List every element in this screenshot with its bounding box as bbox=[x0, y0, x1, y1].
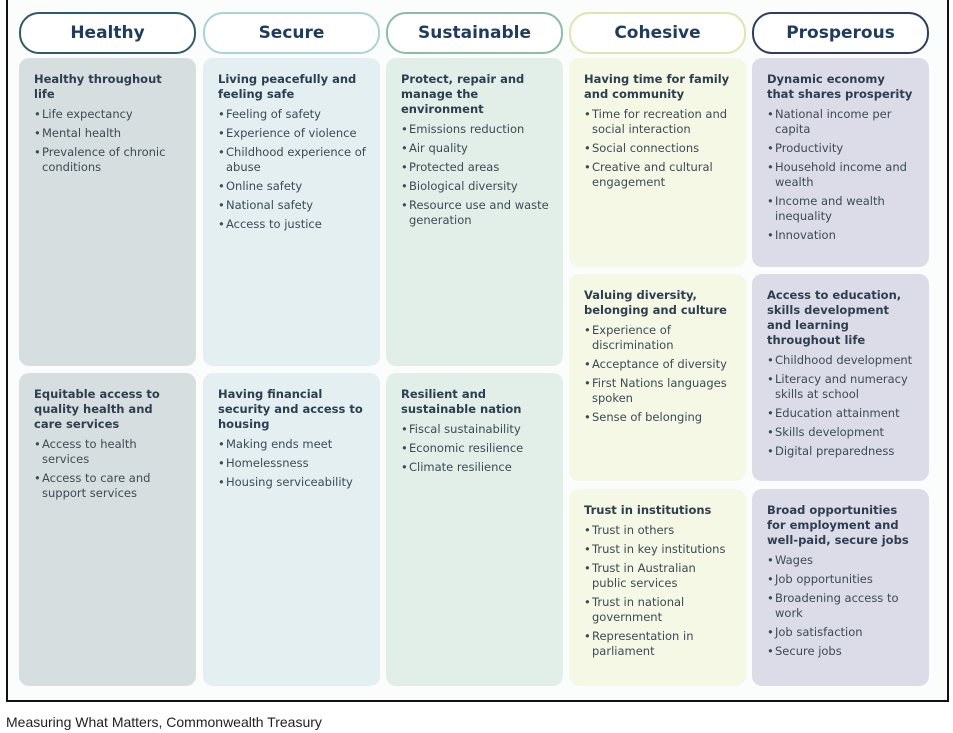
indicator-item: Wages bbox=[767, 553, 915, 568]
indicator-item: Time for recreation and social interacti… bbox=[584, 107, 732, 137]
indicator-item: Climate resilience bbox=[401, 460, 549, 475]
indicator-item: Secure jobs bbox=[767, 644, 915, 659]
indicator-item: Broadening access to work bbox=[767, 591, 915, 621]
column-header-cohesive: Cohesive bbox=[569, 12, 746, 54]
indicator-item: Skills development bbox=[767, 425, 915, 440]
indicator-item: Homelessness bbox=[218, 456, 366, 471]
card-title: Broad opportunities for employment and w… bbox=[767, 503, 909, 547]
indicator-list: Childhood development Literacy and numera… bbox=[767, 353, 915, 459]
indicator-item: Childhood development bbox=[767, 353, 915, 368]
indicator-item: National income per capita bbox=[767, 107, 915, 137]
indicator-item: Sense of belonging bbox=[584, 410, 732, 425]
indicator-item: Trust in Australian public services bbox=[584, 561, 732, 591]
indicator-item: Acceptance of diversity bbox=[584, 357, 732, 372]
indicator-item: Innovation bbox=[767, 228, 915, 243]
card-title: Having time for family and community bbox=[584, 72, 730, 101]
indicator-item: Air quality bbox=[401, 141, 549, 156]
indicator-item: Life expectancy bbox=[34, 107, 182, 122]
card-title: Dynamic economy that shares prosperity bbox=[767, 72, 913, 101]
card-title: Living peacefully and feeling safe bbox=[218, 72, 357, 101]
card-title: Protect, repair and manage the environme… bbox=[401, 72, 525, 116]
card-title: Access to education, skills development … bbox=[767, 288, 902, 347]
indicator-item: Fiscal sustainability bbox=[401, 422, 549, 437]
indicator-item: Childhood experience of abuse bbox=[218, 145, 366, 175]
indicator-item: Productivity bbox=[767, 141, 915, 156]
indicator-item: Access to care and support services bbox=[34, 471, 182, 501]
indicator-list: Wages Job opportunities Broadening access … bbox=[767, 553, 915, 659]
domain-card: Protect, repair and manage the environme… bbox=[386, 58, 563, 366]
indicator-list: Feeling of safety Experience of violence C… bbox=[218, 107, 366, 232]
column-header-secure: Secure bbox=[203, 12, 380, 54]
card-title: Having financial security and access to … bbox=[218, 387, 363, 431]
indicator-item: Online safety bbox=[218, 179, 366, 194]
card-title: Equitable access to quality health and c… bbox=[34, 387, 160, 431]
indicator-item: Resource use and waste generation bbox=[401, 198, 549, 228]
domain-card: Healthy throughout life Life expectancy Me… bbox=[19, 58, 196, 366]
indicator-item: Trust in national government bbox=[584, 595, 732, 625]
indicator-item: Job satisfaction bbox=[767, 625, 915, 640]
domain-card: Having financial security and access to … bbox=[203, 373, 380, 686]
column-header-prosperous: Prosperous bbox=[752, 12, 929, 54]
card-title: Valuing diversity, belonging and culture bbox=[584, 288, 727, 317]
domain-card: Equitable access to quality health and c… bbox=[19, 373, 196, 686]
card-title: Resilient and sustainable nation bbox=[401, 387, 522, 416]
indicator-item: Social connections bbox=[584, 141, 732, 156]
indicator-list: Emissions reduction Air quality Protected … bbox=[401, 122, 549, 228]
indicator-item: Household income and wealth bbox=[767, 160, 915, 190]
indicator-item: Trust in key institutions bbox=[584, 542, 732, 557]
indicator-item: Creative and cultural engagement bbox=[584, 160, 732, 190]
indicator-item: Prevalence of chronic conditions bbox=[34, 145, 182, 175]
caption: Measuring What Matters, Commonwealth Tre… bbox=[6, 714, 322, 730]
indicator-item: Digital preparedness bbox=[767, 444, 915, 459]
indicator-list: National income per capita Productivity Ho… bbox=[767, 107, 915, 243]
indicator-item: Trust in others bbox=[584, 523, 732, 538]
indicator-item: First Nations languages spoken bbox=[584, 376, 732, 406]
indicator-item: Housing serviceability bbox=[218, 475, 366, 490]
domain-card: Resilient and sustainable nation Fiscal s… bbox=[386, 373, 563, 686]
indicator-item: Experience of discrimination bbox=[584, 323, 732, 353]
indicator-item: Experience of violence bbox=[218, 126, 366, 141]
indicator-item: Job opportunities bbox=[767, 572, 915, 587]
indicator-list: Experience of discrimination Acceptance o… bbox=[584, 323, 732, 425]
domain-card: Valuing diversity, belonging and culture… bbox=[569, 274, 746, 481]
column-header-healthy: Healthy bbox=[19, 12, 196, 54]
indicator-item: National safety bbox=[218, 198, 366, 213]
indicator-item: Economic resilience bbox=[401, 441, 549, 456]
indicator-item: Emissions reduction bbox=[401, 122, 549, 137]
card-title: Healthy throughout life bbox=[34, 72, 162, 101]
card-title: Trust in institutions bbox=[584, 503, 712, 517]
domain-card: Trust in institutionsTrust in othersTrus… bbox=[569, 489, 746, 686]
indicator-item: Protected areas bbox=[401, 160, 549, 175]
indicator-list: Time for recreation and social interacti… bbox=[584, 107, 732, 190]
indicator-item: Income and wealth inequality bbox=[767, 194, 915, 224]
indicator-item: Biological diversity bbox=[401, 179, 549, 194]
indicator-item: Access to health services bbox=[34, 437, 182, 467]
domain-card: Broad opportunities for employment and w… bbox=[752, 489, 929, 686]
indicator-item: Access to justice bbox=[218, 217, 366, 232]
indicator-list: Access to health services Access to care … bbox=[34, 437, 182, 501]
indicator-list: Trust in others Trust in key institutions… bbox=[584, 523, 732, 659]
indicator-list: Fiscal sustainability Economic resilience… bbox=[401, 422, 549, 475]
domain-card: Having time for family and community Time… bbox=[569, 58, 746, 267]
indicator-item: Making ends meet bbox=[218, 437, 366, 452]
domain-card: Living peacefully and feeling safe Feelin… bbox=[203, 58, 380, 366]
domain-card: Access to education, skills development … bbox=[752, 274, 929, 481]
indicator-item: Feeling of safety bbox=[218, 107, 366, 122]
indicator-list: Making ends meet Homelessness Housing serv… bbox=[218, 437, 366, 490]
column-header-sustainable: Sustainable bbox=[386, 12, 563, 54]
indicator-item: Education attainment bbox=[767, 406, 915, 421]
indicator-list: Life expectancy Mental health Prevalence o… bbox=[34, 107, 182, 175]
indicator-item: Literacy and numeracy skills at school bbox=[767, 372, 915, 402]
indicator-item: Mental health bbox=[34, 126, 182, 141]
domain-card: Dynamic economy that shares prosperity Na… bbox=[752, 58, 929, 267]
indicator-item: Representation in parliament bbox=[584, 629, 732, 659]
